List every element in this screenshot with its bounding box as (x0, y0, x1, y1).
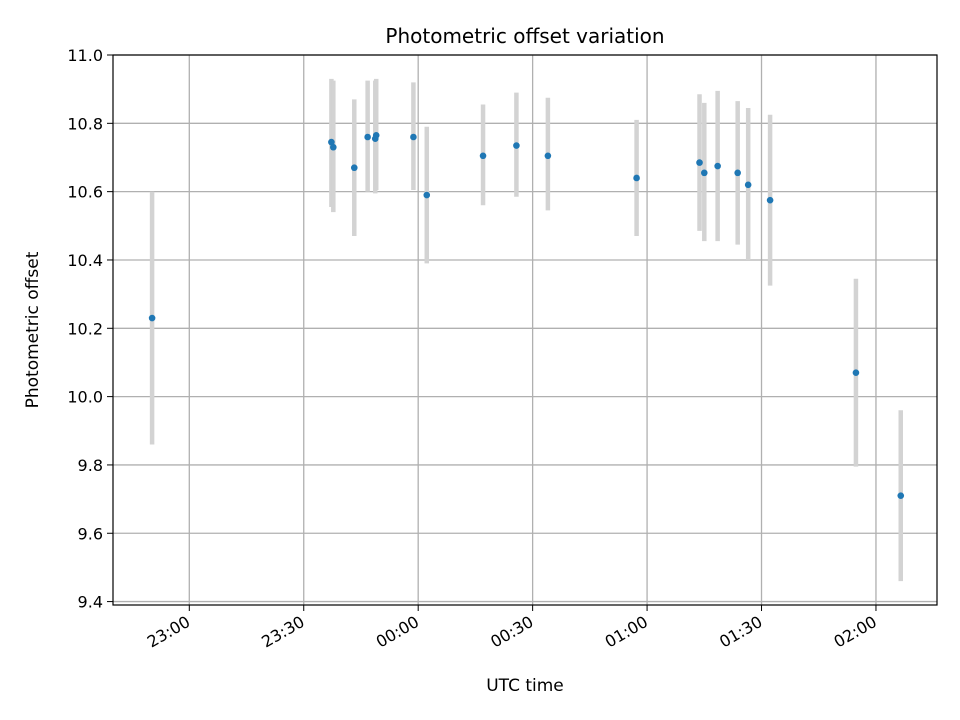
y-tick-label: 11.0 (67, 46, 103, 65)
data-point (364, 133, 371, 141)
y-axis-label: Photometric offset (23, 251, 43, 408)
data-point (544, 152, 552, 160)
data-point (423, 191, 431, 199)
y-tick-label: 10.4 (67, 251, 103, 270)
data-point (479, 152, 487, 160)
y-tick-label: 10.6 (67, 183, 103, 202)
data-point (633, 174, 640, 182)
x-tick-label: 01:00 (602, 612, 651, 652)
data-point (700, 169, 708, 177)
data-point (897, 492, 905, 499)
errorbar-layer (149, 78, 904, 582)
y-tick-label: 10.8 (67, 114, 103, 133)
x-tick-layer: 23:00 23:30 00:00 00:30 01:00 01:30 02:00 (144, 605, 880, 652)
x-tick-label: 01:30 (716, 612, 765, 652)
data-point (330, 143, 337, 151)
x-tick-label: 23:30 (258, 612, 307, 652)
data-point (734, 169, 741, 177)
data-point (148, 314, 156, 322)
y-tick-label: 10.0 (67, 388, 103, 407)
grid-layer (113, 54, 937, 605)
x-tick-label: 00:30 (487, 612, 536, 652)
data-point (372, 131, 380, 139)
chart-title: Photometric offset variation (385, 24, 664, 48)
data-point (852, 369, 860, 377)
data-point (696, 159, 703, 166)
y-tick-label: 10.2 (67, 319, 103, 338)
data-point (350, 164, 358, 172)
x-axis-label: UTC time (486, 676, 564, 696)
data-point (766, 196, 774, 204)
y-tick-label: 9.4 (78, 593, 103, 612)
x-tick-label: 02:00 (831, 612, 880, 652)
y-tick-layer: 9.4 9.6 9.8 10.0 10.2 10.4 10.6 10.8 11.0 (67, 46, 113, 612)
plot-frame (112, 54, 938, 606)
data-point (714, 162, 721, 170)
y-tick-label: 9.6 (78, 524, 103, 543)
data-point (744, 181, 752, 189)
marker-layer (148, 131, 905, 499)
x-tick-label: 23:00 (144, 612, 193, 652)
data-point (410, 133, 417, 141)
data-point (328, 138, 335, 146)
y-tick-label: 9.8 (78, 456, 103, 475)
data-point (513, 142, 520, 149)
x-tick-label: 00:00 (373, 612, 422, 652)
